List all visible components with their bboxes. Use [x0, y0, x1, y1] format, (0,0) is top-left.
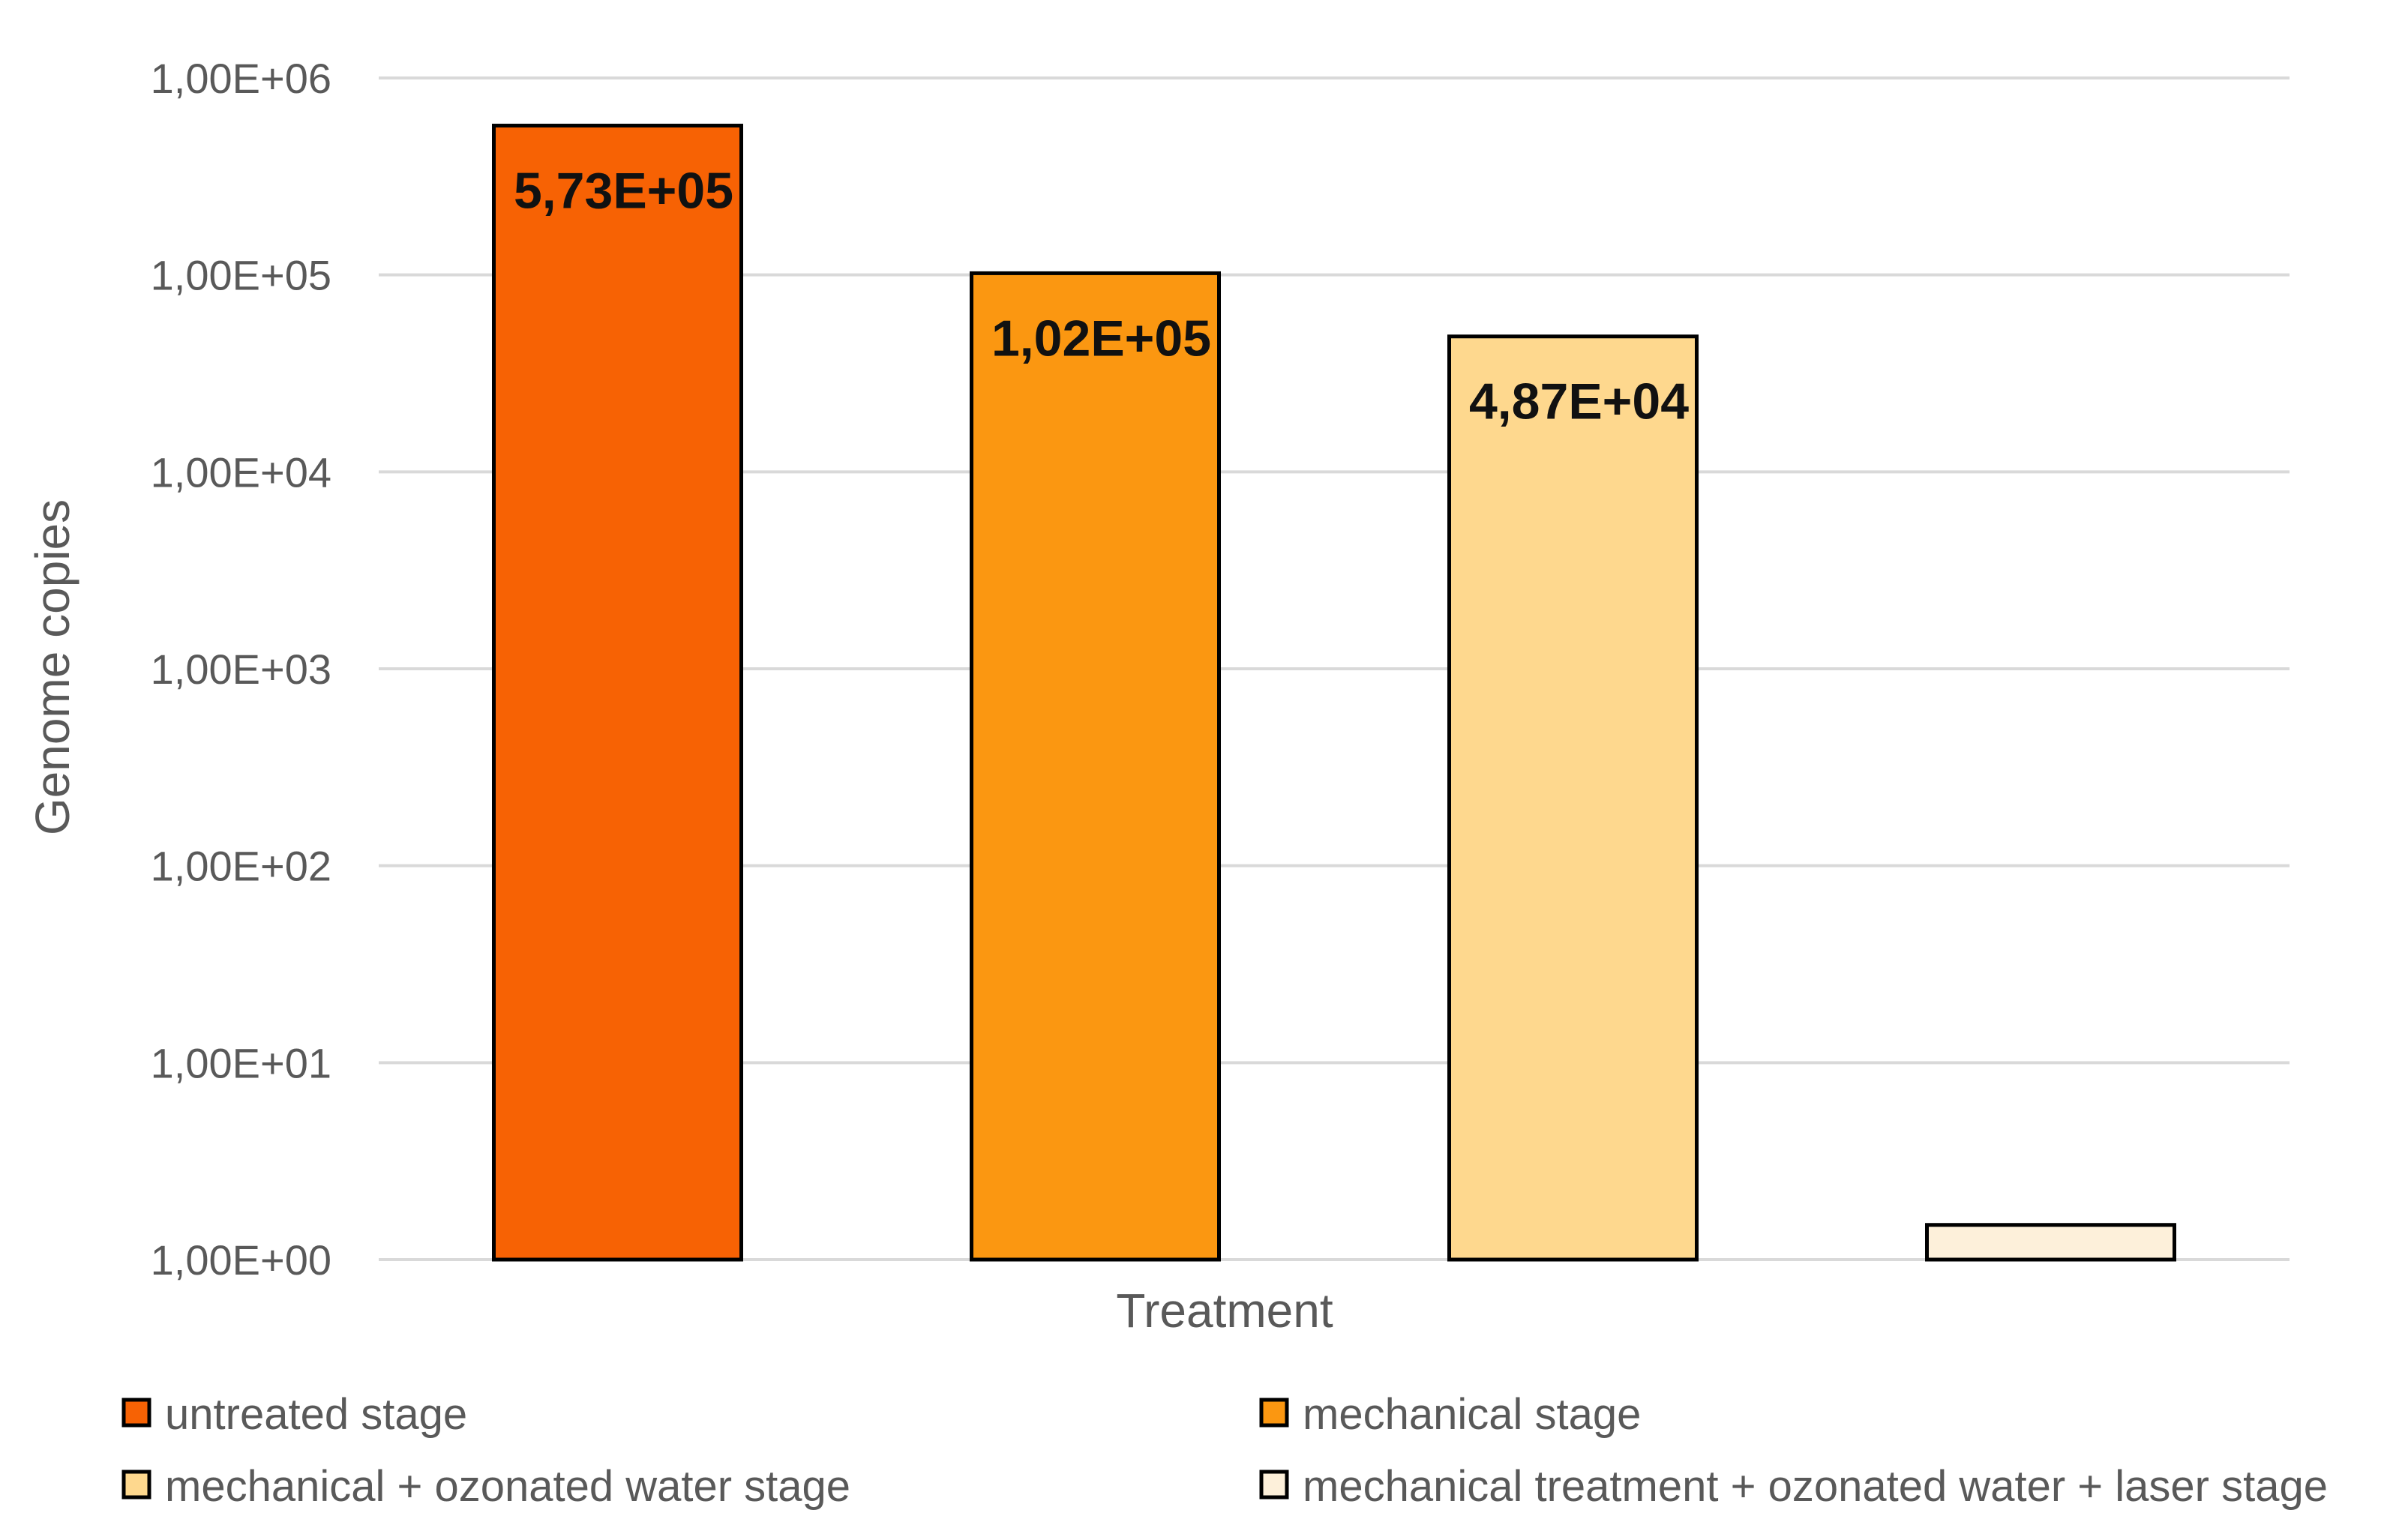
y-tick-label: 1,00E+00 [151, 1236, 331, 1284]
data-label: 4,87E+04 [1469, 373, 1689, 430]
legend: untreated stage mechanical stage mechanica… [121, 1390, 2328, 1511]
x-axis-title: Treatment [1116, 1284, 1333, 1338]
bar [492, 124, 743, 1262]
y-axis-tick-labels: 1,00E+00 1,00E+01 1,00E+02 1,00E+03 1,00E+04… [151, 55, 331, 1284]
bars [492, 124, 2176, 1262]
legend-label: mechanical treatment + ozonated water + … [1303, 1462, 2328, 1511]
legend-swatch [1259, 1398, 1289, 1428]
bar [1447, 334, 1699, 1262]
bar [970, 271, 1221, 1262]
y-tick-label: 1,00E+04 [151, 448, 331, 496]
data-label: 1,02E+05 [991, 310, 1211, 367]
legend-label: mechanical + ozonated water stage [165, 1462, 850, 1511]
data-labels: 5,73E+05 1,02E+05 4,87E+04 [514, 163, 1689, 430]
y-tick-label: 1,00E+02 [151, 843, 331, 890]
y-tick-label: 1,00E+03 [151, 646, 331, 693]
bar [1925, 1223, 2176, 1262]
y-axis-title: Genome copies [25, 499, 79, 835]
legend-label: untreated stage [165, 1390, 467, 1439]
legend-label: mechanical stage [1303, 1390, 1641, 1439]
y-tick-label: 1,00E+05 [151, 252, 331, 299]
legend-swatch [121, 1398, 151, 1428]
legend-swatch [121, 1470, 151, 1500]
y-tick-label: 1,00E+01 [151, 1039, 331, 1086]
legend-swatch [1259, 1470, 1289, 1500]
y-tick-label: 1,00E+06 [151, 55, 331, 102]
data-label: 5,73E+05 [514, 163, 733, 220]
